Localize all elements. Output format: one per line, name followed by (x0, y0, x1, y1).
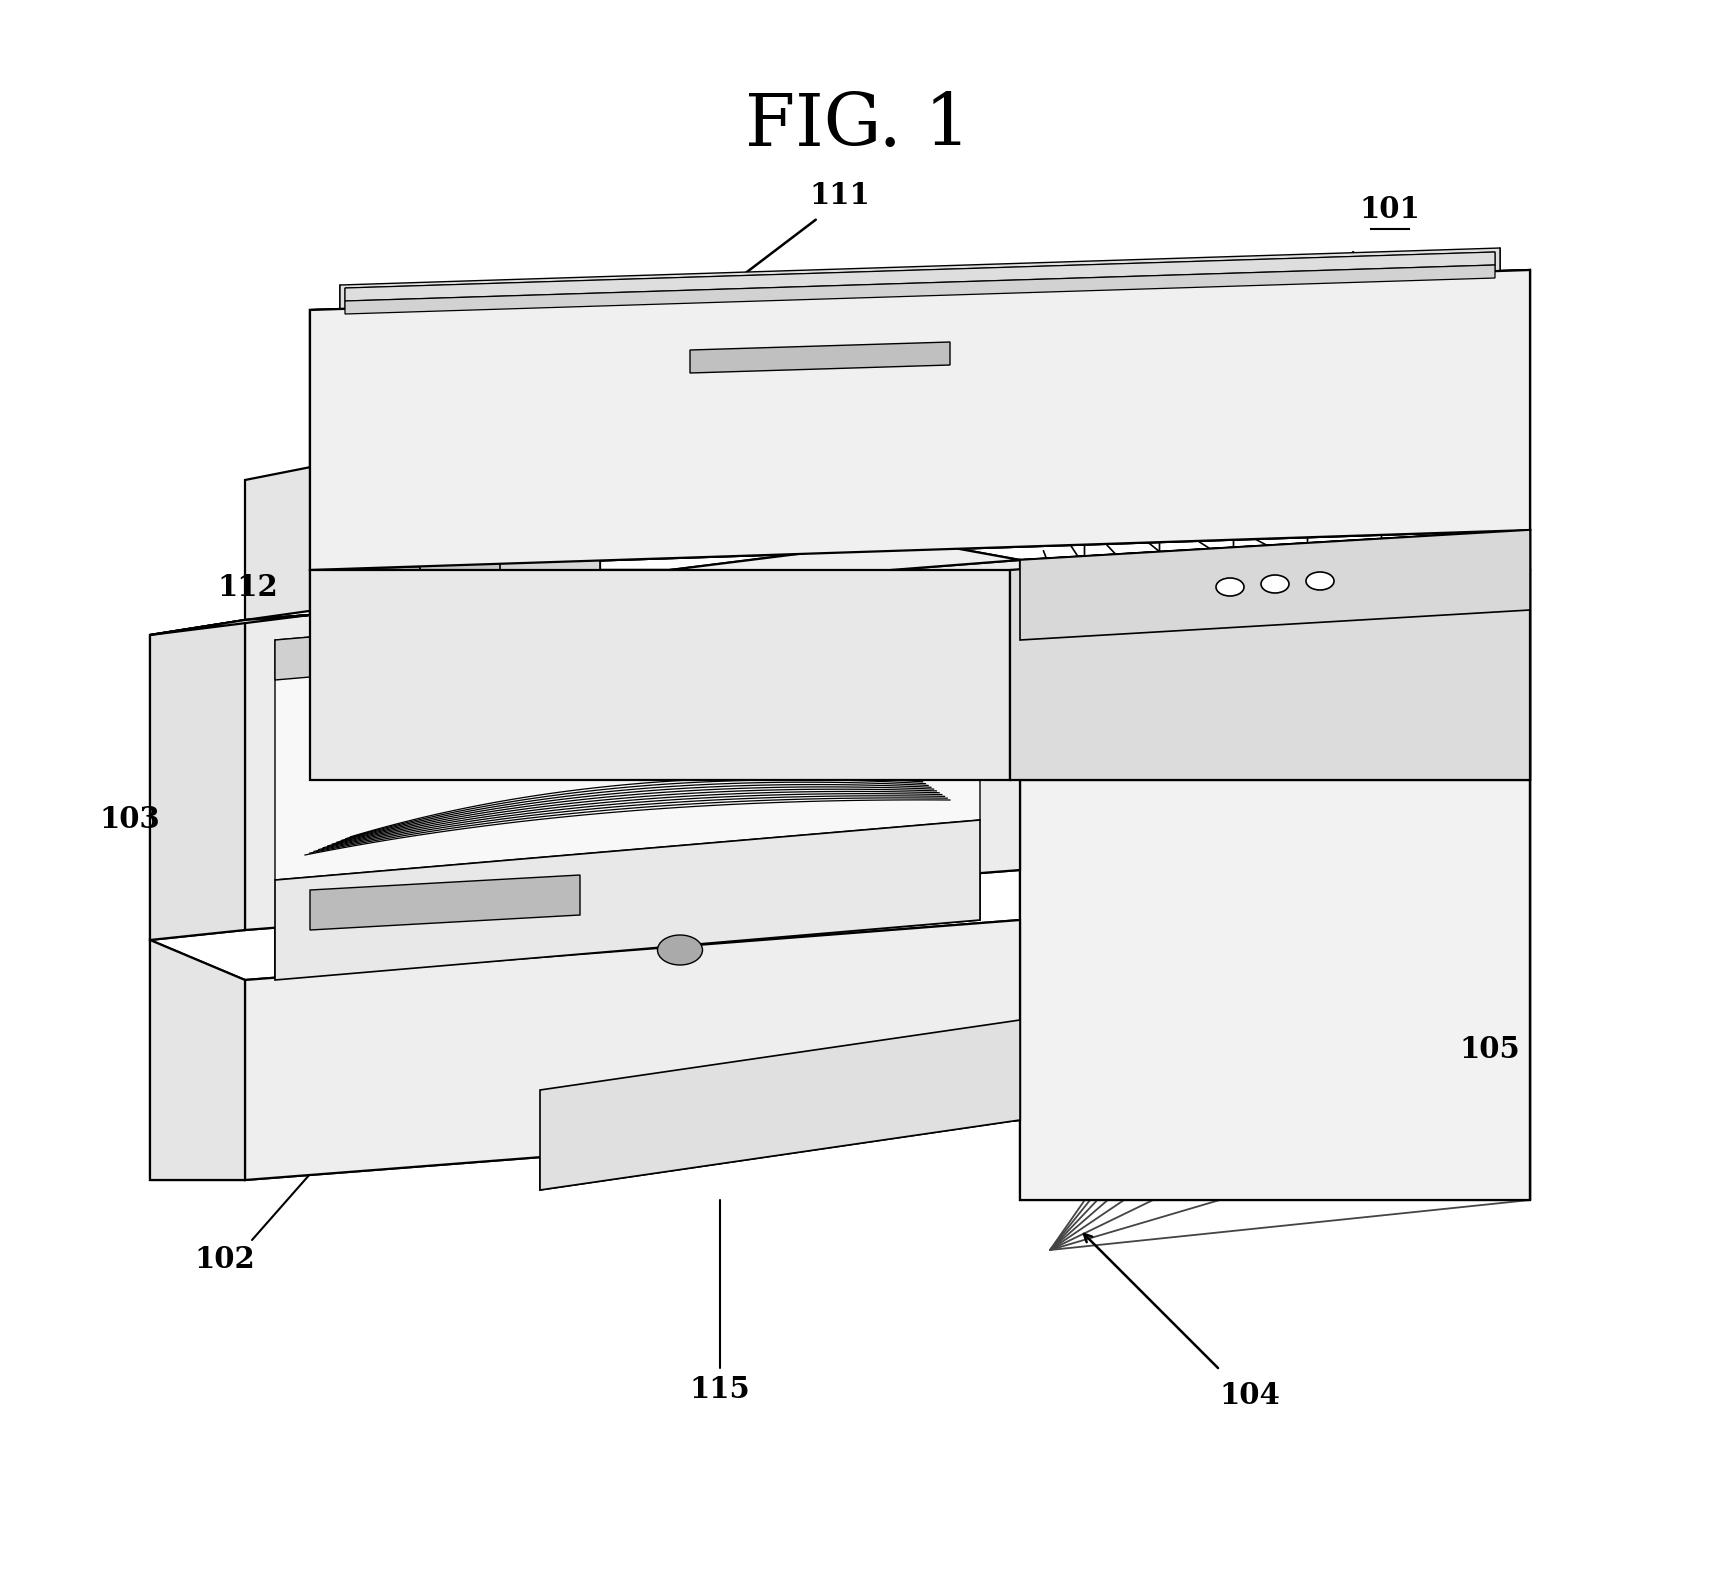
Polygon shape (1020, 571, 1530, 1200)
Ellipse shape (1260, 575, 1289, 593)
Polygon shape (1020, 530, 1530, 601)
Polygon shape (149, 620, 246, 941)
Polygon shape (246, 409, 599, 620)
Text: 115: 115 (690, 1375, 750, 1404)
Polygon shape (345, 266, 1496, 315)
Polygon shape (1020, 530, 1530, 601)
Polygon shape (690, 341, 950, 373)
Polygon shape (1010, 530, 1530, 779)
Polygon shape (311, 270, 1530, 571)
Ellipse shape (1260, 575, 1289, 593)
Polygon shape (275, 821, 980, 980)
Polygon shape (275, 580, 980, 680)
Polygon shape (311, 571, 1010, 779)
Polygon shape (690, 341, 950, 373)
Text: 103: 103 (100, 805, 160, 835)
Polygon shape (149, 541, 1020, 636)
Ellipse shape (1216, 579, 1245, 596)
Ellipse shape (1307, 572, 1334, 590)
Polygon shape (311, 270, 1530, 571)
Polygon shape (311, 270, 1530, 571)
Ellipse shape (1307, 572, 1334, 590)
Ellipse shape (1216, 579, 1245, 596)
Polygon shape (1010, 530, 1530, 779)
Polygon shape (541, 1020, 1020, 1190)
Polygon shape (345, 251, 1496, 300)
Ellipse shape (1260, 575, 1289, 593)
Polygon shape (421, 511, 500, 590)
Polygon shape (275, 821, 980, 980)
Polygon shape (421, 511, 500, 590)
Text: 101: 101 (1360, 196, 1420, 225)
Ellipse shape (1307, 572, 1334, 590)
Polygon shape (340, 248, 1501, 318)
Polygon shape (311, 414, 599, 640)
Polygon shape (421, 530, 599, 640)
Polygon shape (1020, 530, 1530, 640)
Polygon shape (311, 874, 580, 930)
Polygon shape (311, 874, 580, 930)
Text: 112: 112 (218, 574, 278, 602)
Polygon shape (275, 580, 980, 680)
Polygon shape (275, 580, 980, 881)
Polygon shape (1020, 530, 1530, 640)
Ellipse shape (1216, 579, 1245, 596)
Ellipse shape (658, 934, 702, 964)
Ellipse shape (658, 934, 702, 964)
Polygon shape (421, 530, 599, 640)
Text: 111: 111 (810, 180, 871, 210)
Text: 104: 104 (1219, 1380, 1281, 1410)
Polygon shape (730, 348, 920, 383)
Polygon shape (345, 251, 1496, 297)
Polygon shape (1020, 530, 1530, 640)
Text: FIG. 1: FIG. 1 (745, 90, 970, 161)
Polygon shape (246, 560, 1020, 930)
Polygon shape (1020, 560, 1530, 1200)
Polygon shape (149, 941, 246, 1179)
Polygon shape (541, 1020, 1020, 1190)
Polygon shape (149, 620, 246, 941)
Polygon shape (246, 920, 1020, 1179)
Polygon shape (1010, 530, 1530, 779)
Polygon shape (149, 541, 1020, 636)
Text: 105: 105 (1459, 1036, 1520, 1064)
Polygon shape (311, 571, 1010, 779)
Polygon shape (246, 920, 1020, 1179)
Text: 102: 102 (194, 1246, 256, 1274)
Polygon shape (275, 580, 980, 881)
Polygon shape (149, 941, 246, 1179)
Polygon shape (345, 262, 1496, 316)
Polygon shape (311, 571, 1010, 779)
Polygon shape (246, 560, 1020, 930)
